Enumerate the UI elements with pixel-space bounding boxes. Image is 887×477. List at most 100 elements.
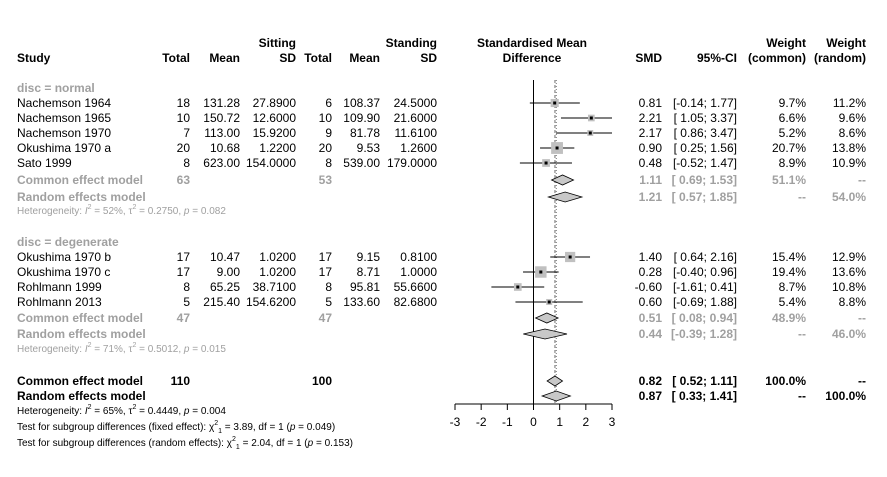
subgroup-common-diamond bbox=[534, 312, 560, 324]
study-weight-random: 8.8% bbox=[839, 295, 867, 309]
subgroup-heterogeneity-part: τ bbox=[128, 206, 132, 217]
header-mean-sitting: Mean bbox=[209, 51, 240, 65]
study-sd-sitting: 154.0000 bbox=[246, 156, 296, 170]
subgroup-common-total-standing: 47 bbox=[319, 311, 333, 325]
study-mean-standing: 9.53 bbox=[357, 141, 381, 155]
overall-random-diamond bbox=[540, 390, 572, 402]
subgroup-heterogeneity-part: 2 bbox=[132, 204, 136, 211]
subgroup-heterogeneity-part: = 52%, bbox=[92, 206, 129, 217]
study-weight-random: 13.8% bbox=[832, 141, 866, 155]
overall-heterogeneity-part: τ bbox=[128, 406, 132, 417]
study-total-sitting: 10 bbox=[177, 111, 191, 125]
test-subgroup-fixed-part: = 0.049) bbox=[295, 422, 335, 433]
study-smd: 2.17 bbox=[639, 126, 663, 140]
study-ci: [-0.52; 1.47] bbox=[673, 156, 737, 170]
study-smd: 0.81 bbox=[639, 96, 663, 110]
subgroup-common-ci: [ 0.08; 0.94] bbox=[672, 311, 737, 325]
subgroup-heterogeneity-part: 2 bbox=[88, 342, 92, 349]
test-subgroup-fixed-part: = 3.89, df = 1 ( bbox=[222, 422, 290, 433]
study-smd: 0.28 bbox=[639, 265, 663, 279]
test-subgroup-random-part: χ bbox=[227, 438, 233, 449]
study-sd-sitting: 154.6200 bbox=[246, 295, 296, 309]
subgroup-random-ci: [-0.39; 1.28] bbox=[671, 327, 737, 341]
study-name: Nachemson 1964 bbox=[17, 96, 111, 110]
study-point bbox=[555, 146, 559, 150]
study-total-standing: 20 bbox=[319, 141, 333, 155]
subgroup-random-label: Random effects model bbox=[17, 190, 146, 204]
study-total-standing: 6 bbox=[325, 96, 332, 110]
header-study: Study bbox=[17, 51, 51, 65]
subgroup-label: disc = degenerate bbox=[17, 235, 119, 249]
overall-common-smd: 0.82 bbox=[639, 374, 663, 388]
subgroup-common-total-standing: 53 bbox=[319, 173, 333, 187]
study-mean-standing: 108.37 bbox=[343, 96, 380, 110]
test-subgroup-fixed: Test for subgroup differences (fixed eff… bbox=[17, 420, 335, 435]
header-smd: SMD bbox=[635, 51, 662, 65]
header-smd-title-2: Difference bbox=[503, 51, 562, 65]
test-subgroup-random-part: = 0.153) bbox=[313, 438, 353, 449]
test-subgroup-random-part: 1 bbox=[236, 444, 240, 451]
overall-common-weight-random: -- bbox=[858, 374, 866, 388]
x-axis-tick-label: 3 bbox=[609, 415, 616, 429]
header-mean-standing: Mean bbox=[349, 51, 380, 65]
study-point bbox=[516, 285, 520, 289]
subgroup-common-weight-common: 48.9% bbox=[772, 311, 806, 325]
test-subgroup-fixed-part: 1 bbox=[218, 428, 222, 435]
study-ci: [ 0.64; 2.16] bbox=[674, 250, 737, 264]
subgroup-heterogeneity-part: p bbox=[183, 344, 190, 355]
header-w-random: (random) bbox=[814, 51, 866, 65]
test-subgroup-fixed-part: 2 bbox=[214, 420, 218, 427]
study-total-standing: 17 bbox=[319, 250, 333, 264]
x-axis-tick-label: 1 bbox=[556, 415, 563, 429]
header-ci: 95%-CI bbox=[697, 51, 737, 65]
subgroup-heterogeneity-part: = 0.2750, bbox=[136, 206, 184, 217]
header-weight-random: Weight bbox=[826, 36, 866, 50]
study-mean-standing: 109.90 bbox=[343, 111, 380, 125]
subgroup-heterogeneity: Heterogeneity: I2 = 52%, τ2 = 0.2750, p … bbox=[17, 204, 226, 217]
study-mean-sitting: 150.72 bbox=[203, 111, 240, 125]
study-name: Nachemson 1965 bbox=[17, 111, 111, 125]
study-weight-random: 10.9% bbox=[832, 156, 866, 170]
subgroup-heterogeneity-part: I bbox=[85, 344, 88, 355]
x-axis-tick-label: 0 bbox=[530, 415, 537, 429]
overall-common-total-sitting: 110 bbox=[171, 374, 191, 388]
study-point bbox=[544, 161, 548, 165]
study-total-standing: 5 bbox=[325, 295, 332, 309]
subgroup-random-weight-random: 46.0% bbox=[832, 327, 866, 341]
subgroup-heterogeneity-part: 2 bbox=[132, 342, 136, 349]
study-sd-standing: 55.6600 bbox=[394, 280, 438, 294]
study-weight-common: 6.6% bbox=[779, 111, 807, 125]
subgroup-heterogeneity-part: = 0.015 bbox=[189, 344, 226, 355]
study-mean-standing: 8.71 bbox=[357, 265, 381, 279]
study-sd-sitting: 1.0200 bbox=[259, 250, 296, 264]
subgroup-random-label: Random effects model bbox=[17, 327, 146, 341]
subgroup-heterogeneity-part: = 0.082 bbox=[189, 206, 226, 217]
subgroup-label: disc = normal bbox=[17, 81, 95, 95]
overall-heterogeneity: Heterogeneity: I2 = 65%, τ2 = 0.4449, p … bbox=[17, 404, 226, 417]
study-sd-standing: 1.2600 bbox=[400, 141, 437, 155]
subgroup-heterogeneity-part: = 0.5012, bbox=[136, 344, 184, 355]
overall-heterogeneity-part: 2 bbox=[132, 404, 136, 411]
study-mean-sitting: 10.47 bbox=[210, 250, 240, 264]
subgroup-common-total-sitting: 63 bbox=[177, 173, 191, 187]
study-total-standing: 8 bbox=[325, 280, 332, 294]
header-sd-sitting: SD bbox=[279, 51, 296, 65]
test-subgroup-random-part: p bbox=[307, 438, 314, 449]
subgroup-common-smd: 0.51 bbox=[639, 311, 663, 325]
overall-heterogeneity-part: I bbox=[85, 406, 88, 417]
study-name: Okushima 1970 b bbox=[17, 250, 111, 264]
x-axis-tick-label: -1 bbox=[502, 415, 513, 429]
study-sd-standing: 11.6100 bbox=[395, 126, 438, 140]
study-weight-random: 12.9% bbox=[832, 250, 866, 264]
x-axis-tick-label: -2 bbox=[476, 415, 487, 429]
study-ci: [-0.69; 1.88] bbox=[673, 295, 737, 309]
study-total-sitting: 8 bbox=[183, 156, 190, 170]
study-ci: [-1.61; 0.41] bbox=[673, 280, 737, 294]
study-weight-common: 15.4% bbox=[772, 250, 806, 264]
subgroup-heterogeneity-part: = 71%, bbox=[92, 344, 129, 355]
study-ci: [-0.14; 1.77] bbox=[673, 96, 737, 110]
subgroup-common-smd: 1.11 bbox=[639, 173, 662, 187]
test-subgroup-random-part: = 2.04, df = 1 ( bbox=[240, 438, 308, 449]
header-standing: Standing bbox=[386, 36, 437, 50]
overall-random-weight-common: -- bbox=[798, 389, 806, 403]
